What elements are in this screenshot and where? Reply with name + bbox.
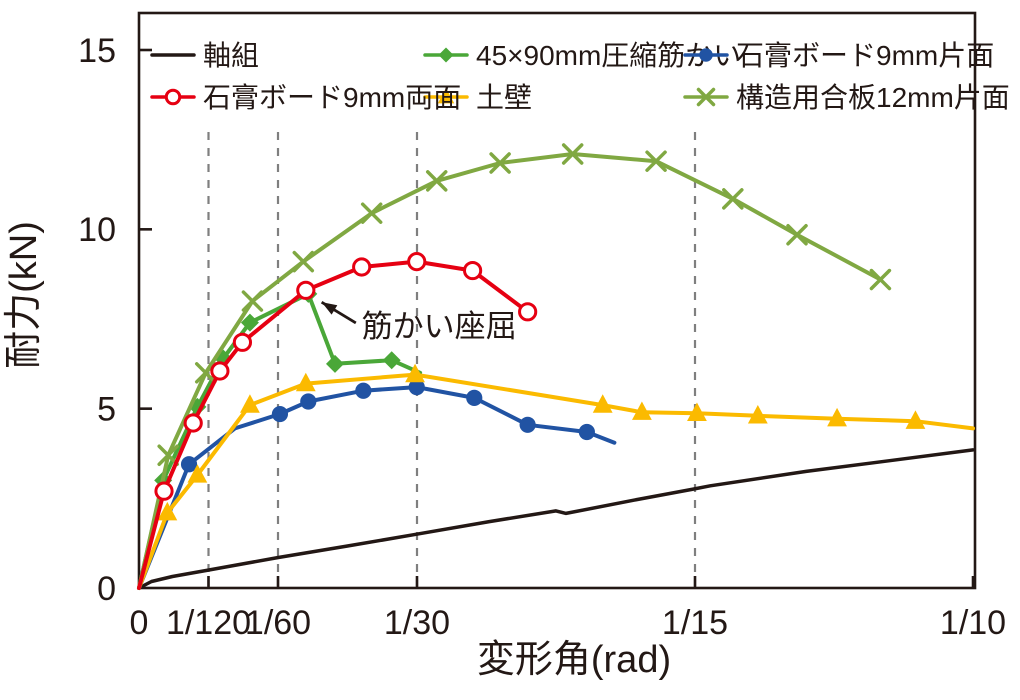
x-tick-label: 1/15 xyxy=(662,604,728,642)
marker-x xyxy=(561,143,584,165)
series-line xyxy=(137,372,975,590)
marker-circle-open xyxy=(210,361,230,381)
series-2 xyxy=(137,379,617,590)
marker-diamond xyxy=(325,354,344,373)
x-tick-label: 1/120 xyxy=(166,604,251,642)
marker-circle-open xyxy=(296,280,316,300)
marker-triangle xyxy=(747,405,768,424)
legend-item-2: 石膏ボード9mm片面 xyxy=(683,40,994,71)
series-0 xyxy=(137,448,975,590)
marker-x xyxy=(292,250,315,273)
y-tick-label: 15 xyxy=(78,32,116,70)
legend-label: 石膏ボード9mm片面 xyxy=(736,40,994,71)
marker-circle xyxy=(180,456,198,473)
series-line xyxy=(137,259,530,590)
x-tick-label: 1/60 xyxy=(245,604,311,642)
marker-triangle xyxy=(405,363,425,383)
marker-triangle xyxy=(240,394,260,413)
y-tick-label: 10 xyxy=(78,211,116,249)
marker-circle-open xyxy=(232,332,253,352)
annotation: 筋かい座屈 xyxy=(320,300,517,344)
marker-diamond xyxy=(438,47,454,63)
legend-label: 軸組 xyxy=(203,40,259,71)
x-axis-title: 変形角(rad) xyxy=(477,639,671,681)
marker-circle-open xyxy=(183,413,203,433)
legend-label: 土壁 xyxy=(476,82,532,113)
marker-x xyxy=(360,202,383,224)
legend-item-0: 軸組 xyxy=(150,40,259,71)
marker-circle-open xyxy=(463,260,483,281)
marker-circle xyxy=(300,393,317,410)
x-tick-label: 0 xyxy=(130,604,149,642)
marker-circle xyxy=(578,423,595,441)
marker-x xyxy=(425,170,448,192)
marker-circle xyxy=(271,405,289,423)
y-tick-label: 0 xyxy=(97,570,116,608)
marker-x xyxy=(786,223,808,246)
marker-x xyxy=(645,150,667,172)
marker-triangle xyxy=(295,372,316,392)
marker-circle-open xyxy=(164,88,182,106)
marker-triangle xyxy=(437,88,455,104)
marker-x xyxy=(489,152,511,174)
marker-circle-open xyxy=(154,481,174,501)
x-tick-label: 1/10 xyxy=(940,604,1006,642)
marker-triangle xyxy=(592,394,613,413)
series-line xyxy=(137,385,617,590)
marker-circle-open xyxy=(407,252,427,272)
marker-x xyxy=(722,188,744,210)
legend-label: 石膏ボード9mm両面 xyxy=(203,82,461,113)
marker-circle-open xyxy=(352,257,372,277)
marker-diamond xyxy=(240,313,259,332)
marker-x xyxy=(157,444,179,467)
marker-circle-open xyxy=(518,302,538,322)
marker-circle xyxy=(355,382,372,399)
annotation-arrowhead xyxy=(321,302,338,315)
marker-triangle xyxy=(827,407,847,427)
series-4 xyxy=(137,143,892,590)
marker-triangle xyxy=(687,402,707,421)
marker-circle xyxy=(519,416,536,433)
marker-circle xyxy=(699,48,713,62)
legend-item-5: 石膏ボード9mm両面 xyxy=(150,82,461,113)
marker-triangle xyxy=(632,401,652,420)
y-axis-title: 耐力(kN) xyxy=(3,221,45,369)
marker-triangle xyxy=(905,410,926,429)
marker-triangle xyxy=(187,464,208,483)
marker-circle xyxy=(408,379,425,396)
y-tick-label: 5 xyxy=(97,391,116,429)
series-3 xyxy=(137,363,975,590)
legend-item-4: 構造用合板12mm片面 xyxy=(683,82,1010,113)
plot-frame xyxy=(137,11,977,590)
marker-x xyxy=(241,290,264,312)
series-5 xyxy=(137,252,538,590)
series-line xyxy=(137,448,975,590)
x-tick-label: 1/30 xyxy=(384,604,450,642)
marker-circle xyxy=(466,389,483,407)
marker-triangle xyxy=(157,501,178,521)
legend-item-3: 土壁 xyxy=(423,82,532,113)
annotation-label: 筋かい座屈 xyxy=(362,309,517,344)
marker-x xyxy=(696,87,716,107)
series-group xyxy=(137,143,975,590)
marker-x xyxy=(869,268,892,291)
gridlines xyxy=(207,132,697,586)
series-line xyxy=(137,152,883,590)
marker-diamond xyxy=(382,351,401,370)
legend-label: 構造用合板12mm片面 xyxy=(736,82,1010,113)
